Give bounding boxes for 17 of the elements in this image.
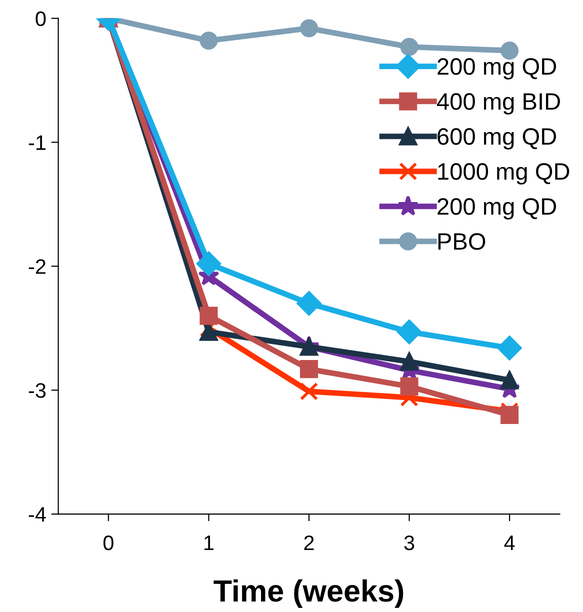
y-tick-label: 0: [36, 11, 46, 26]
x-tick-label: 2: [304, 535, 314, 550]
x-tick-label: 3: [404, 535, 414, 550]
legend-label: 1000 mg QD: [438, 163, 570, 185]
legend-label: 200 mg QD: [438, 58, 556, 80]
y-tick-label: -2: [28, 259, 46, 274]
y-tick-label: -4: [28, 507, 46, 522]
x-axis-title: Time (weeks): [214, 579, 404, 608]
legend-label: 400 mg BID: [436, 93, 560, 115]
x-tick-label: 1: [204, 536, 214, 550]
x-tick-label: 4: [504, 536, 515, 550]
y-tick-label: -3: [28, 383, 46, 398]
x-tick-label: 0: [103, 535, 114, 550]
legend-label: PBO: [438, 233, 486, 250]
legend-label: 200 mg QD: [438, 198, 556, 220]
legend-label: 600 mg QD: [438, 128, 556, 150]
y-tick-label: -1: [28, 136, 46, 150]
